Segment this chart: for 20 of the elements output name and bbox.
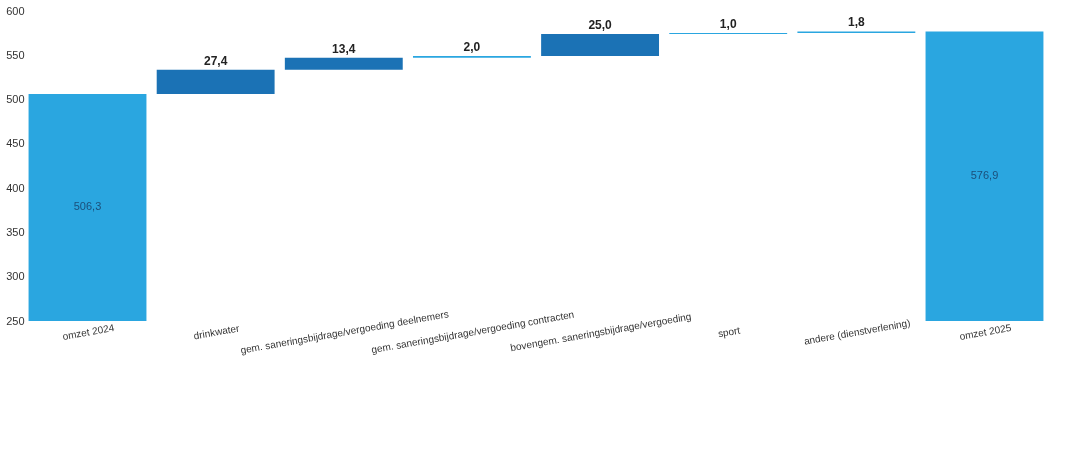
x-tick-label: sport <box>717 324 742 340</box>
data-label: 27,4 <box>203 53 228 68</box>
y-tick-label: 300 <box>6 270 25 283</box>
y-tick-label: 500 <box>6 93 25 106</box>
data-label: 1,0 <box>719 17 737 32</box>
data-label: 1,8 <box>848 15 866 30</box>
data-label: 25,0 <box>588 17 613 32</box>
x-tick-label: drinkwater <box>192 322 241 342</box>
y-tick-label: 350 <box>6 225 25 238</box>
y-tick-label: 450 <box>6 137 25 150</box>
y-tick-label: 250 <box>6 314 25 327</box>
x-tick-label: omzet 2025 <box>958 321 1013 342</box>
y-tick-label: 600 <box>6 4 25 17</box>
y-tick-label: 550 <box>6 48 25 61</box>
data-label: 2,0 <box>463 40 481 55</box>
data-label: 13,4 <box>332 41 356 56</box>
x-tick-label: omzet 2024 <box>61 321 116 342</box>
y-tick-label: 400 <box>6 181 25 194</box>
data-label: 576,9 <box>970 169 999 182</box>
data-label: 506,3 <box>73 200 102 213</box>
